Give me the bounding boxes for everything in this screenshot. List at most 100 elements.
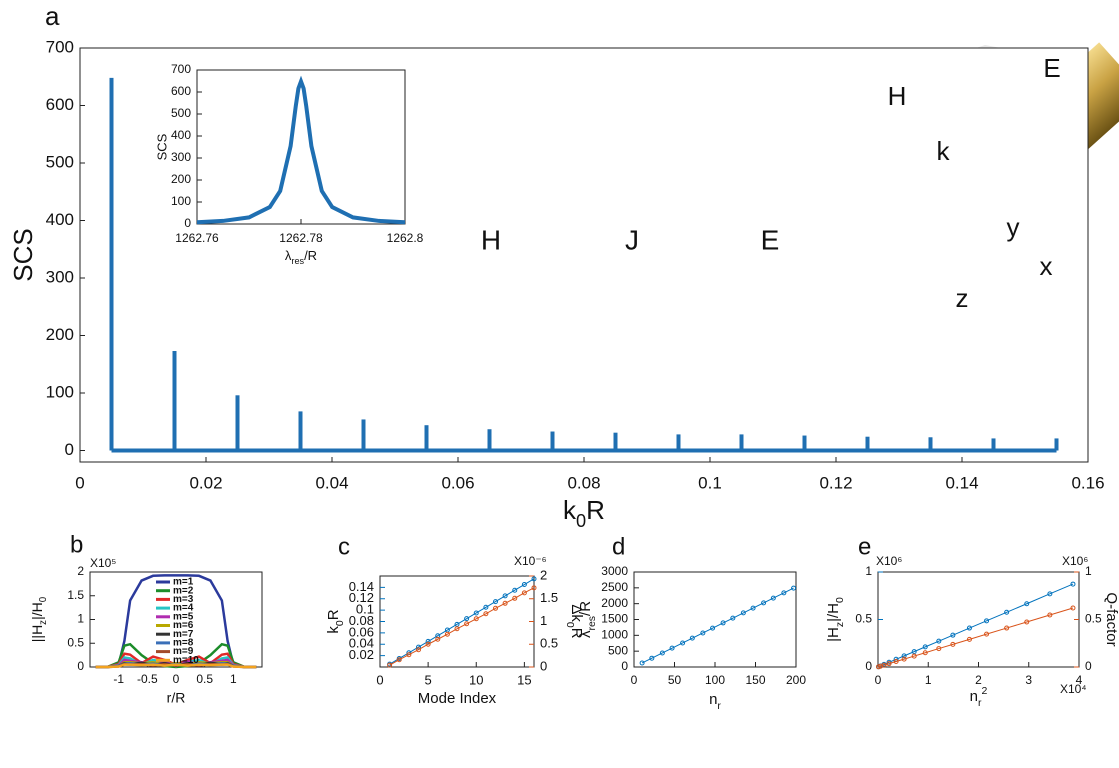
y-tick-label: 400 <box>46 210 74 229</box>
label-part: R <box>586 495 605 525</box>
plot-area <box>197 70 405 224</box>
y-tick-label: 700 <box>171 62 191 76</box>
y2-tick-label: 0 <box>1085 659 1092 673</box>
label-part: n <box>709 691 717 708</box>
y2-multiplier: X10⁻⁶ <box>514 554 547 568</box>
y-tick-label: 100 <box>171 194 191 208</box>
x-tick-label: 0.5 <box>196 672 213 686</box>
x-tick-label: 50 <box>668 673 682 687</box>
y-tick-label: 500 <box>46 152 74 171</box>
field-label: J <box>625 224 639 255</box>
x-tick-label: -1 <box>113 672 124 686</box>
x-tick-label: 1262.8 <box>387 231 424 245</box>
x-axis-label: r/R <box>167 690 186 706</box>
label-part: |/H <box>29 602 45 620</box>
x-tick-label: 0 <box>875 673 882 687</box>
label-part: R <box>325 609 342 620</box>
y-tick-label: 400 <box>171 128 191 142</box>
label-part: 0 <box>576 511 586 531</box>
x-tick-label: 0.02 <box>189 473 222 492</box>
y2-axis-label: Q-factor <box>1103 592 1119 646</box>
x-tick-label: 0.04 <box>315 473 348 492</box>
x-tick-label: 10 <box>469 672 483 687</box>
y-tick-label: 600 <box>171 84 191 98</box>
panel-letter: c <box>338 533 350 560</box>
panel-letter: d <box>612 533 625 560</box>
x-tick-label: 1262.76 <box>175 231 219 245</box>
y-multiplier: X10⁶ <box>876 554 902 568</box>
illustration-label: z <box>956 283 969 313</box>
illustration-label: H <box>888 81 907 111</box>
illustration-label: E <box>1043 53 1060 83</box>
y-tick-label: 1.5 <box>67 588 84 602</box>
label-part: res <box>586 616 598 631</box>
y-axis-label: |Hz|/H0 <box>825 597 846 642</box>
x-axis-label: k0R <box>563 495 605 531</box>
y-multiplier: X10⁵ <box>90 556 116 570</box>
figure: 00.020.040.060.080.10.120.140.1601002003… <box>0 0 1119 768</box>
x-tick-label: -0.5 <box>137 672 158 686</box>
y-tick-label: 0 <box>65 440 74 459</box>
label-part: r <box>717 700 721 712</box>
y-axis-label: SCS <box>8 228 38 281</box>
legend-label: m=10 <box>173 655 199 666</box>
y-tick-label: 0.5 <box>855 612 872 626</box>
label-part: ||H <box>29 625 45 642</box>
y-tick-label: 1500 <box>601 612 628 626</box>
y-axis-label: ||Hz|/H0 <box>29 596 49 642</box>
plot-area <box>878 572 1079 667</box>
x-tick-label: 200 <box>786 673 806 687</box>
y-tick-label: 1 <box>77 612 84 626</box>
x-tick-label: 0.16 <box>1071 473 1104 492</box>
x-tick-label: 0.14 <box>945 473 978 492</box>
label-part: res <box>291 256 304 266</box>
y-tick-label: 0.5 <box>67 635 84 649</box>
y-tick-label: 0 <box>621 659 628 673</box>
label-part: k <box>563 495 577 525</box>
x-axis-label: nr <box>709 691 721 712</box>
y2-tick-label: 2 <box>540 567 547 582</box>
x-tick-label: 100 <box>705 673 725 687</box>
label-part: |/H <box>825 603 842 622</box>
x-tick-label: 0 <box>75 473 84 492</box>
field-label: E <box>761 224 780 255</box>
x-tick-label: 0.06 <box>441 473 474 492</box>
y-tick-label: 0 <box>184 216 191 230</box>
illustration-label: x <box>1040 251 1053 281</box>
y-tick-label: 2000 <box>601 596 628 610</box>
label-part: /R <box>577 601 594 616</box>
y-tick-label: 3000 <box>601 564 628 578</box>
x-tick-label: 3 <box>1025 673 1032 687</box>
y-tick-label: 200 <box>171 172 191 186</box>
label-part: r <box>978 697 982 709</box>
x-tick-label: 0.1 <box>698 473 722 492</box>
x-tick-label: 1262.78 <box>279 231 323 245</box>
label-part: 0 <box>38 596 49 602</box>
y-tick-label: 200 <box>46 325 74 344</box>
x-tick-label: 15 <box>517 672 531 687</box>
y-tick-label: 300 <box>46 267 74 286</box>
x-tick-label: 0 <box>631 673 638 687</box>
x-tick-label: 0 <box>173 672 180 686</box>
plot-area <box>380 576 534 667</box>
field-label: H <box>481 224 501 255</box>
illustration-label: k <box>937 136 951 166</box>
y-tick-label: 0 <box>77 659 84 673</box>
y-tick-label: 2 <box>77 564 84 578</box>
x-tick-label: 0.12 <box>819 473 852 492</box>
y2-tick-label: 0.5 <box>1085 612 1102 626</box>
y2-tick-label: 0 <box>540 658 547 673</box>
y-tick-label: 100 <box>46 382 74 401</box>
y-tick-label: 500 <box>608 643 628 657</box>
label-part: n <box>970 688 978 705</box>
x-axis-label: nr2 <box>970 685 988 709</box>
y-tick-label: 300 <box>171 150 191 164</box>
y-axis-label: SCS <box>154 133 169 160</box>
panel-letter: a <box>45 1 60 31</box>
panel-letter: b <box>70 531 83 558</box>
label-part: 0 <box>834 597 846 603</box>
x-multiplier: X10⁴ <box>1060 682 1087 696</box>
y-tick-label: 0.14 <box>349 579 374 594</box>
y2-tick-label: 1.5 <box>540 590 558 605</box>
y-tick-label: 500 <box>171 106 191 120</box>
